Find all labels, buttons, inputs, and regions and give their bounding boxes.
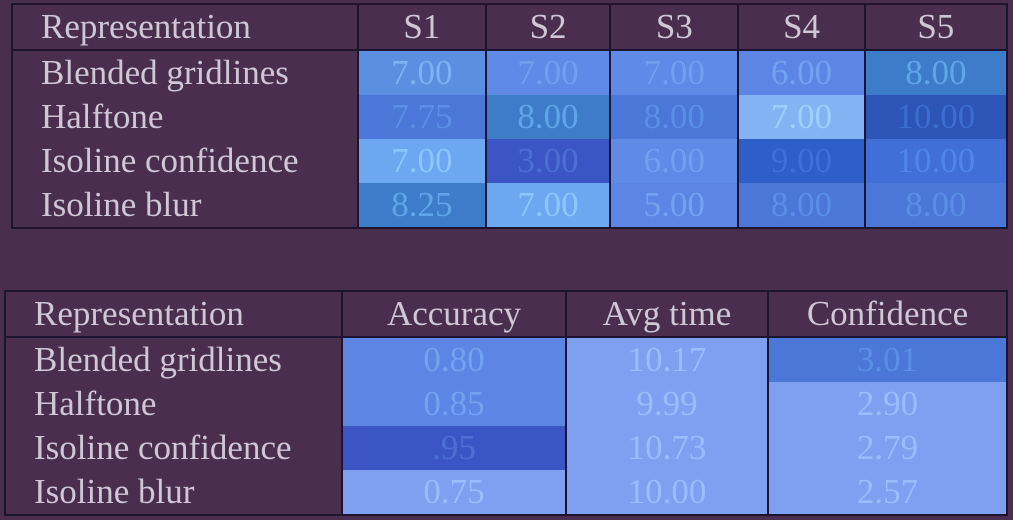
- table-cell: 10.00: [863, 139, 1007, 183]
- row-label: Halftone: [34, 384, 157, 423]
- row-label: Isoline blur: [41, 185, 202, 224]
- table-row: Blended gridlines 0.80 10.17 3.01: [5, 337, 1007, 382]
- table-cell: 9.99: [565, 382, 768, 426]
- column-header: Representation: [5, 291, 342, 338]
- table-row: Isoline confidence .95 10.73 2.79: [5, 426, 1007, 470]
- column-header: S4: [737, 4, 865, 51]
- table-cell: 10.73: [565, 426, 768, 470]
- table-cell: 8.00: [609, 95, 739, 139]
- table-cell: 7.00: [484, 183, 611, 228]
- table-header-row: Representation S1 S2 S3 S4 S5: [12, 4, 1007, 51]
- table-row: Blended gridlines 7.00 7.00 7.00 6.00 8.…: [12, 50, 1007, 95]
- table-cell: 2.90: [767, 382, 1007, 426]
- table-row: Halftone 0.85 9.99 2.90: [5, 382, 1007, 426]
- table-cell: 7.00: [609, 50, 739, 95]
- column-header: Avg time: [565, 291, 768, 338]
- row-label: Halftone: [41, 97, 164, 136]
- table-row: Isoline blur 8.25 7.00 5.00 8.00 8.00: [12, 183, 1007, 228]
- table-cell: 7.00: [356, 139, 486, 183]
- table-cell: 2.79: [767, 426, 1007, 470]
- table-cell: 10.00: [863, 95, 1007, 139]
- table-cell: 10.00: [565, 470, 768, 515]
- table-cell: 6.00: [737, 50, 865, 95]
- table-cell: 6.00: [609, 139, 739, 183]
- row-label: Blended gridlines: [34, 340, 282, 379]
- column-header: Confidence: [767, 291, 1007, 338]
- table-cell: 0.75: [341, 470, 566, 515]
- table-cell: 8.00: [863, 183, 1007, 228]
- column-header: S1: [356, 4, 486, 51]
- column-header: S3: [609, 4, 739, 51]
- column-header: S5: [863, 4, 1007, 51]
- table-header-row: Representation Accuracy Avg time Confide…: [5, 291, 1007, 338]
- column-header: Accuracy: [341, 291, 566, 338]
- table-cell: 8.25: [356, 183, 486, 228]
- table-cell: 5.00: [609, 183, 739, 228]
- table-cell: 0.85: [341, 382, 566, 426]
- table-cell: .95: [341, 426, 566, 470]
- table-cell: 7.00: [356, 50, 486, 95]
- table-cell: 0.80: [341, 337, 566, 382]
- subject-scores-table: Representation S1 S2 S3 S4 S5 Blended gr…: [11, 3, 1008, 229]
- table-cell: 3.00: [484, 139, 611, 183]
- table-cell: 10.17: [565, 337, 768, 382]
- summary-metrics-table: Representation Accuracy Avg time Confide…: [4, 290, 1008, 516]
- row-label: Isoline confidence: [34, 428, 292, 467]
- column-header: S2: [484, 4, 611, 51]
- row-label: Blended gridlines: [41, 53, 289, 92]
- table-cell: 2.57: [767, 470, 1007, 515]
- table-cell: 7.75: [356, 95, 486, 139]
- table-cell: 8.00: [484, 95, 611, 139]
- row-label: Isoline blur: [34, 472, 195, 511]
- table-row: Isoline blur 0.75 10.00 2.57: [5, 470, 1007, 515]
- table-cell: 8.00: [737, 183, 865, 228]
- table-cell: 3.01: [767, 337, 1007, 382]
- table-cell: 9.00: [737, 139, 865, 183]
- table-cell: 7.00: [484, 50, 611, 95]
- table-row: Isoline confidence 7.00 3.00 6.00 9.00 1…: [12, 139, 1007, 183]
- table-cell: 8.00: [863, 50, 1007, 95]
- table-row: Halftone 7.75 8.00 8.00 7.00 10.00: [12, 95, 1007, 139]
- table-cell: 7.00: [737, 95, 865, 139]
- column-header: Representation: [12, 4, 358, 51]
- row-label: Isoline confidence: [41, 141, 299, 180]
